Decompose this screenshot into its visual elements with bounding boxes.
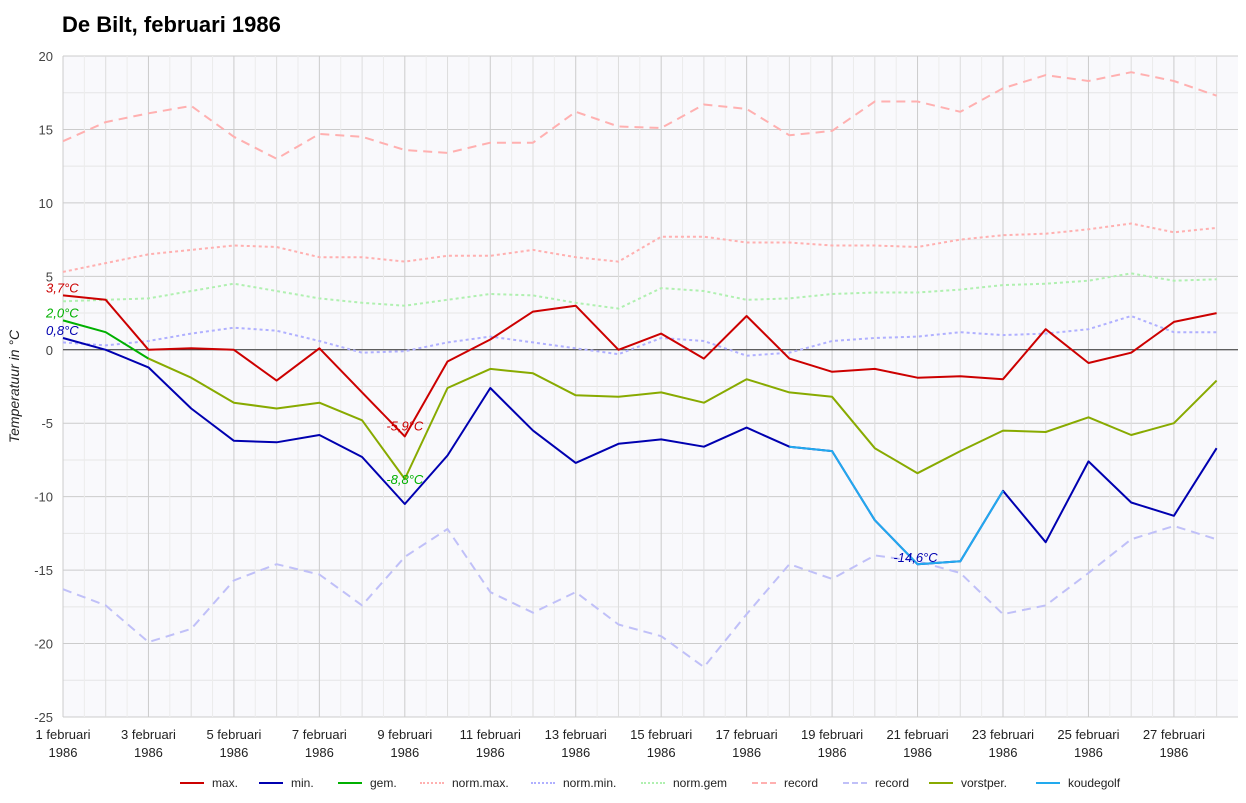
x-tick-label-year: 1986: [732, 745, 761, 760]
data-label: -14,6°C: [893, 550, 938, 565]
x-tick-label: 3 februari: [121, 727, 176, 742]
legend-item[interactable]: gem.: [338, 772, 397, 794]
chart-title: De Bilt, februari 1986: [62, 12, 281, 37]
x-tick-label-year: 1986: [1159, 745, 1188, 760]
legend-label: norm.min.: [563, 776, 617, 790]
series-line-record_max: [62, 71, 1217, 160]
legend-item[interactable]: norm.max.: [420, 772, 509, 794]
x-tick-label-year: 1986: [903, 745, 932, 760]
legend-label: record: [784, 776, 819, 790]
x-tick-label-year: 1986: [476, 745, 505, 760]
x-tick-label: 15 februari: [630, 727, 692, 742]
legend-swatch: [929, 782, 953, 784]
x-tick-label: 17 februari: [716, 727, 778, 742]
y-tick-label: 0: [46, 343, 53, 358]
legend-label: gem.: [370, 776, 397, 790]
data-label: -8,8°C: [386, 472, 424, 487]
legend-item[interactable]: max.: [180, 772, 238, 794]
data-label: -5,9°C: [386, 418, 424, 433]
x-tick-label-year: 1986: [305, 745, 334, 760]
y-tick-label: -20: [34, 637, 53, 652]
y-tick-label: 15: [39, 122, 53, 137]
x-tick-label: 7 februari: [292, 727, 347, 742]
y-tick-label: -10: [34, 490, 53, 505]
x-tick-label: 27 februari: [1143, 727, 1205, 742]
data-label: 0,8°C: [46, 323, 79, 338]
legend-label: norm.gem: [673, 776, 728, 790]
x-tick-label: 5 februari: [206, 727, 261, 742]
legend-swatch: [531, 782, 555, 784]
y-tick-label: 20: [39, 49, 53, 64]
series-line-norm_min: [62, 315, 1217, 357]
series-line-koudegolf: [789, 445, 1004, 566]
x-tick-label: 13 februari: [545, 727, 607, 742]
legend-swatch: [259, 782, 283, 784]
legend-swatch: [1036, 782, 1060, 784]
x-tick-label-year: 1986: [818, 745, 847, 760]
legend-swatch: [420, 782, 444, 784]
data-label: 2,0°C: [45, 305, 79, 320]
x-tick-label-year: 1986: [989, 745, 1018, 760]
series-line-norm_gem: [62, 272, 1217, 310]
legend-swatch: [843, 782, 867, 784]
x-tick-label-year: 1986: [1074, 745, 1103, 760]
x-tick-label: 21 februari: [886, 727, 948, 742]
y-tick-label: 10: [39, 196, 53, 211]
x-tick-label-year: 1986: [561, 745, 590, 760]
legend-item[interactable]: record: [843, 772, 909, 794]
x-tick-label: 25 februari: [1057, 727, 1119, 742]
x-tick-label-year: 1986: [134, 745, 163, 760]
x-tick-label: 19 februari: [801, 727, 863, 742]
series-line-min: [62, 337, 1218, 566]
legend-label: norm.max.: [452, 776, 509, 790]
x-tick-label: 9 februari: [377, 727, 432, 742]
x-tick-label-year: 1986: [49, 745, 78, 760]
legend-label: vorstper.: [961, 776, 1008, 790]
legend-swatch: [338, 782, 362, 784]
legend-label: record: [875, 776, 910, 790]
legend-swatch: [752, 782, 776, 784]
y-tick-label: -15: [34, 563, 53, 578]
x-tick-label: 11 februari: [460, 727, 521, 742]
y-axis-label: Temperatuur in °C: [6, 329, 22, 443]
x-tick-label-year: 1986: [219, 745, 248, 760]
legend-item[interactable]: norm.gem: [641, 772, 727, 794]
x-tick-label-year: 1986: [390, 745, 419, 760]
chart-legend: max. min. gem. norm.max. norm.min. norm.gem re…: [0, 772, 1246, 796]
legend-item[interactable]: record: [752, 772, 818, 794]
series-line-vorstper: [148, 357, 1218, 480]
legend-label: max.: [212, 776, 239, 790]
series-line-norm_max: [62, 222, 1217, 273]
y-tick-label: 5: [46, 269, 53, 284]
y-tick-label: -25: [34, 710, 53, 725]
series-line-max: [62, 294, 1217, 438]
legend-label: koudegolf: [1068, 776, 1121, 790]
legend-item[interactable]: norm.min.: [531, 772, 616, 794]
y-tick-label: -5: [41, 416, 53, 431]
legend-label: min.: [291, 776, 314, 790]
x-tick-label: 23 februari: [972, 727, 1034, 742]
legend-item[interactable]: vorstper.: [929, 772, 1007, 794]
legend-swatch: [180, 782, 204, 784]
series-line-gem: [62, 319, 150, 360]
legend-swatch: [641, 782, 665, 784]
legend-item[interactable]: koudegolf: [1036, 772, 1120, 794]
x-tick-label-year: 1986: [647, 745, 676, 760]
data-label: 3,7°C: [46, 280, 79, 295]
legend-item[interactable]: min.: [259, 772, 314, 794]
series-line-record_min: [62, 525, 1217, 669]
x-tick-label: 1 februari: [36, 727, 91, 742]
